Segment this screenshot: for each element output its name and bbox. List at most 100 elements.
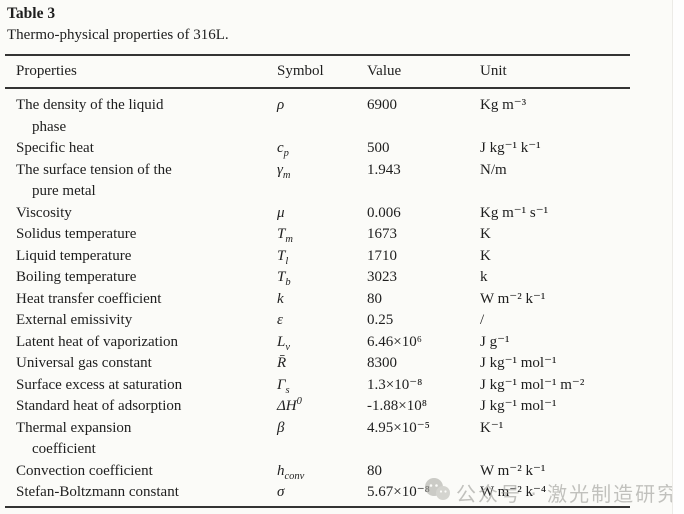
symbol-cell: γm xyxy=(277,160,367,203)
property-text: Viscosity xyxy=(16,204,72,221)
table-row: Stefan-Boltzmann constant σ 5.67×10⁻⁸ W m⁻²… xyxy=(5,482,630,504)
value-cell: 5.67×10⁻⁸ xyxy=(367,484,430,500)
unit-cell: / xyxy=(480,312,485,328)
header-properties: Properties xyxy=(16,63,77,79)
symbol-cell: k xyxy=(277,289,367,311)
table-row: Specific heat cp 500 J kg⁻¹ k⁻¹ xyxy=(5,138,630,160)
table-row: Viscosity μ 0.006 Kg m⁻¹ s⁻¹ xyxy=(5,203,630,225)
property-text: Latent heat of vaporization xyxy=(16,333,179,350)
property-text: Solidus temperature xyxy=(16,226,137,242)
symbol-text: ρ xyxy=(277,97,285,113)
value-cell: 1710 xyxy=(367,247,397,264)
table-row: The surface tension of the pure metal γm 1.… xyxy=(5,160,630,203)
unit-cell: N/m xyxy=(480,161,507,178)
table-row: The density of the liquid phase ρ 6900 Kg m⁻… xyxy=(5,95,630,138)
symbol-text: T xyxy=(277,269,286,285)
property-text-wrap: pure metal xyxy=(32,183,96,199)
property-text: Heat transfer coefficient xyxy=(16,290,162,307)
property-cell: Surface excess at saturation xyxy=(5,375,277,397)
property-text: Liquid temperature xyxy=(16,247,132,264)
wechat-icon xyxy=(424,476,451,508)
table-bottom-rule xyxy=(5,505,630,508)
table-label: Table 3 xyxy=(7,5,56,22)
symbol-cell: Tm xyxy=(277,224,367,246)
unit-cell: K xyxy=(480,226,491,242)
property-cell: Specific heat xyxy=(5,138,277,160)
property-text: Specific heat xyxy=(16,140,94,156)
symbol-cell: Tb xyxy=(277,267,367,289)
symbol-subscript: m xyxy=(285,234,293,245)
header-symbol: Symbol xyxy=(277,63,324,79)
property-cell: The density of the liquid phase xyxy=(5,95,277,138)
property-cell: Solidus temperature xyxy=(5,224,277,246)
property-cell: Universal gas constant xyxy=(5,353,277,375)
symbol-subscript: conv xyxy=(284,470,305,482)
table-row: Surface excess at saturation Γs 1.3×10⁻⁸ J … xyxy=(5,375,630,397)
symbol-subscript: l xyxy=(285,255,289,267)
property-text: Boiling temperature xyxy=(16,269,137,285)
property-cell: Boiling temperature xyxy=(5,267,277,289)
table-row: Liquid temperature Tl 1710 K xyxy=(5,246,630,268)
value-cell: 3023 xyxy=(367,269,397,285)
symbol-cell: R̄ xyxy=(277,353,367,375)
value-cell: 1673 xyxy=(367,226,397,242)
unit-cell: k xyxy=(480,269,488,285)
value-cell: 1.943 xyxy=(367,161,401,178)
unit-cell: W m⁻² k⁻¹ xyxy=(480,462,546,479)
symbol-text: μ xyxy=(277,204,285,221)
property-cell: Standard heat of adsorption xyxy=(5,396,277,418)
property-text: Standard heat of adsorption xyxy=(16,398,182,414)
properties-table: Properties Symbol Value Unit The density… xyxy=(5,54,630,508)
property-text: Universal gas constant xyxy=(16,355,152,371)
table-row: Latent heat of vaporization Lv 6.46×10⁶ J g… xyxy=(5,332,630,354)
symbol-cell: σ xyxy=(277,482,367,504)
symbol-text: L xyxy=(277,333,286,350)
unit-cell: Kg m⁻¹ s⁻¹ xyxy=(480,204,549,221)
table-row: Heat transfer coefficient k 80 W m⁻² k⁻¹ xyxy=(5,289,630,311)
symbol-cell: Tl xyxy=(277,246,367,268)
value-cell: 4.95×10⁻⁵ xyxy=(367,419,430,436)
table-header-rule xyxy=(5,87,630,89)
table-row: External emissivity ε 0.25 / xyxy=(5,310,630,332)
symbol-cell: β xyxy=(277,418,367,461)
table-row: Convection coefficient hconv 80 W m⁻² k⁻¹ xyxy=(5,461,630,483)
symbol-text: T xyxy=(277,247,286,264)
property-text-wrap: coefficient xyxy=(32,441,96,457)
symbol-text: k xyxy=(277,290,284,307)
unit-cell: J kg⁻¹ mol⁻¹ xyxy=(480,398,557,414)
property-cell: Convection coefficient xyxy=(5,461,277,483)
unit-cell: J kg⁻¹ mol⁻¹ m⁻² xyxy=(480,376,585,393)
table-body: The density of the liquid phase ρ 6900 Kg m⁻… xyxy=(5,89,630,506)
symbol-cell: ΔH0 xyxy=(277,396,367,418)
watermark: 公众号 · 激光制造研究 xyxy=(424,476,679,508)
symbol-subscript: p xyxy=(283,148,289,159)
property-text: The surface tension of the xyxy=(16,161,172,178)
value-cell: 6.46×10⁶ xyxy=(367,333,422,350)
symbol-subscript: s xyxy=(285,384,290,396)
property-cell: The surface tension of the pure metal xyxy=(5,160,277,203)
table-top-rule xyxy=(5,54,630,56)
property-text: Stefan-Boltzmann constant xyxy=(16,484,179,500)
header-value: Value xyxy=(367,63,402,79)
symbol-cell: ρ xyxy=(277,95,367,138)
property-text: Convection coefficient xyxy=(16,462,153,479)
symbol-text: β xyxy=(277,419,285,436)
watermark-text: 公众号 · 激光制造研究 xyxy=(456,481,680,506)
property-text: External emissivity xyxy=(16,312,133,328)
property-cell: Heat transfer coefficient xyxy=(5,289,277,311)
symbol-cell: cp xyxy=(277,138,367,160)
value-cell: 0.25 xyxy=(367,312,394,328)
table-subtitle: Thermo-physical properties of 316L. xyxy=(7,27,229,43)
value-cell: 1.3×10⁻⁸ xyxy=(367,376,423,393)
value-cell: 80 xyxy=(367,462,382,479)
table-row: Thermal expansion coefficient β 4.95×10⁻⁵ K⁻… xyxy=(5,418,630,461)
table-header-row: Properties Symbol Value Unit xyxy=(5,56,630,87)
symbol-text: σ xyxy=(277,484,285,500)
value-cell: -1.88×10⁸ xyxy=(367,398,427,414)
page-edge xyxy=(672,0,684,514)
symbol-superscript: 0 xyxy=(296,396,302,407)
symbol-text: ε xyxy=(277,312,283,328)
unit-cell: Kg m⁻³ xyxy=(480,97,527,113)
property-cell: Viscosity xyxy=(5,203,277,225)
